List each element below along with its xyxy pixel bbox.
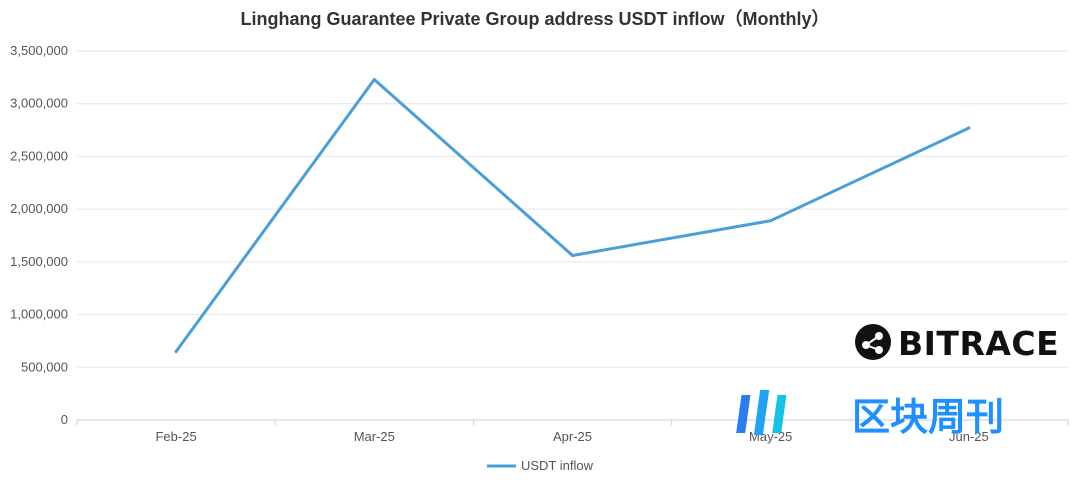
chart-title: Linghang Guarantee Private Group address… [240, 9, 829, 29]
x-tick-label: Jun-25 [949, 429, 989, 444]
y-tick-label: 0 [61, 412, 68, 427]
series-layer [174, 77, 971, 353]
x-tick-label: Feb-25 [155, 429, 196, 444]
legend-label-usdt-inflow: USDT inflow [521, 458, 594, 473]
block-weekly-logo-icon [736, 390, 787, 435]
data-point [174, 349, 178, 353]
data-point [769, 219, 773, 223]
y-tick-label: 3,500,000 [10, 43, 68, 58]
series-line-usdt-inflow [174, 78, 971, 353]
x-tick-label: Apr-25 [553, 429, 592, 444]
data-point [372, 77, 376, 81]
y-tick-label: 2,500,000 [10, 148, 68, 163]
grid-layer [77, 50, 1068, 421]
y-tick-label: 3,000,000 [10, 96, 68, 111]
data-point [967, 126, 971, 130]
x-tick-label: Mar-25 [354, 429, 395, 444]
y-axis: 0 500,000 1,000,000 1,500,000 2,000,000 2,500… [10, 43, 68, 427]
legend: USDT inflow [487, 458, 594, 473]
brand-text-block-weekly: 区块周刊 [852, 395, 1004, 439]
bitrace-logo-icon [855, 324, 891, 360]
y-tick-label: 1,000,000 [10, 307, 68, 322]
block-weekly-watermark: 区块周刊 [736, 390, 1004, 439]
y-tick-label: 500,000 [21, 359, 68, 374]
data-point [571, 254, 574, 258]
y-tick-label: 2,000,000 [10, 201, 68, 216]
y-tick-label: 1,500,000 [10, 254, 68, 269]
brand-text-bitrace: BITRACE [898, 324, 1059, 363]
x-axis: Feb-25 Mar-25 Apr-25 May-25 Jun-25 [76, 420, 1069, 444]
bitrace-watermark: BITRACE [855, 324, 1059, 363]
